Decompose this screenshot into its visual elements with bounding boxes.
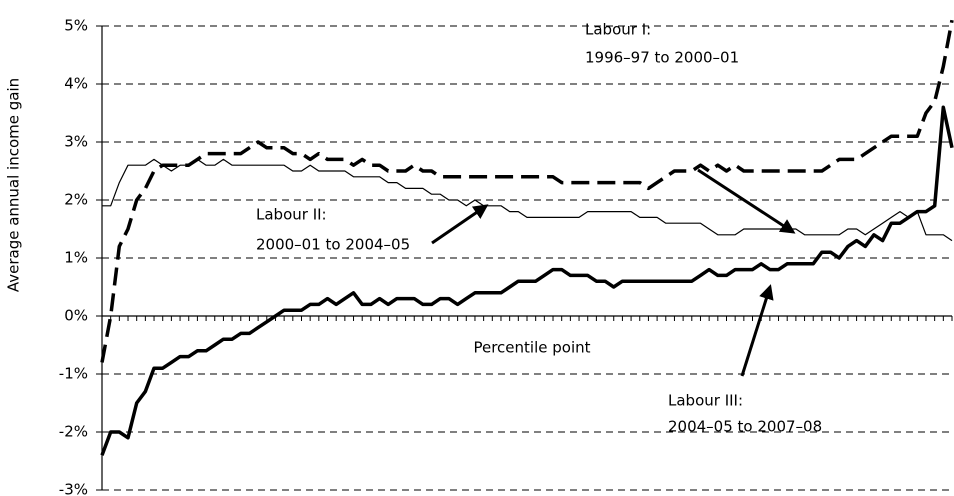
y-tick-label: 1% bbox=[64, 249, 88, 267]
y-tick-label: -1% bbox=[59, 365, 88, 383]
y-tick-label: 4% bbox=[64, 75, 88, 93]
series-line bbox=[100, 105, 954, 456]
lines bbox=[100, 19, 954, 456]
grid: -3% -2% -1% 0% 1% 2% 3% 4% 5% bbox=[59, 17, 953, 496]
annotation-period: 1996–97 to 2000–01 bbox=[585, 49, 739, 67]
y-tick-label: 0% bbox=[64, 307, 88, 325]
y-tick-label: 3% bbox=[64, 133, 88, 151]
annotation-name: Labour II: bbox=[256, 206, 327, 224]
annotation-arrow bbox=[431, 204, 489, 245]
y-tick-label: 5% bbox=[64, 17, 88, 35]
series-line bbox=[102, 158, 953, 242]
annotation-arrow bbox=[697, 168, 796, 234]
series-line bbox=[100, 19, 954, 363]
y-tick-label: -3% bbox=[59, 481, 88, 496]
annotation-name: Labour III: bbox=[668, 392, 743, 410]
x-axis-label: Percentile point bbox=[473, 339, 590, 357]
annotation-name: Labour I: bbox=[585, 21, 651, 39]
y-tick-label: 2% bbox=[64, 191, 88, 209]
annotation-period: 2004–05 to 2007–08 bbox=[668, 418, 822, 436]
annotation-arrow bbox=[740, 284, 774, 377]
annotation-period: 2000–01 to 2004–05 bbox=[256, 236, 410, 254]
y-axis-label: Average annual income gain bbox=[5, 78, 23, 292]
y-tick-label: -2% bbox=[59, 423, 88, 441]
